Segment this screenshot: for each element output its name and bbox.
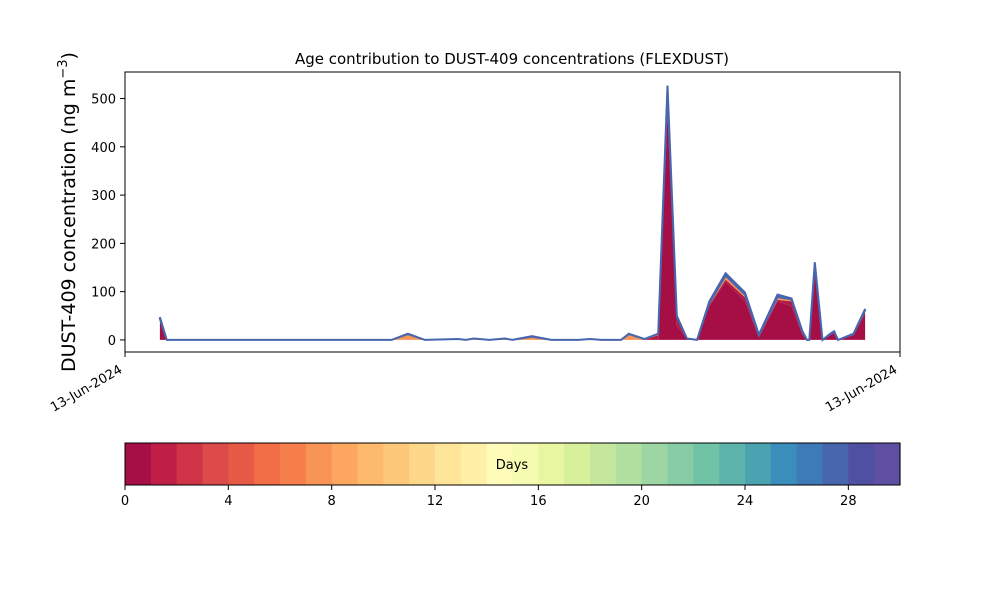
- y-tick-label-100: 100: [91, 286, 116, 301]
- colorbar-swatch-23: [719, 443, 746, 485]
- colorbar-swatch-16: [538, 443, 565, 485]
- colorbar-tick-label-12: 12: [427, 494, 444, 509]
- y-tick-label-300: 300: [91, 189, 116, 204]
- colorbar-swatch-7: [305, 443, 333, 485]
- colorbar-swatch-22: [693, 443, 720, 485]
- area-series-4: [158, 85, 867, 342]
- colorbar-swatch-19: [615, 443, 643, 485]
- colorbar-tick-label-8: 8: [328, 494, 336, 509]
- y-tick-label-0: 0: [108, 334, 116, 349]
- colorbar-swatch-25: [770, 443, 798, 485]
- colorbar-tick-label-28: 28: [840, 494, 857, 509]
- colorbar-label: Days: [496, 458, 529, 473]
- colorbar-swatch-4: [228, 443, 255, 485]
- colorbar-ticks: 0 4 8 12 16 20 24 28: [121, 485, 857, 509]
- colorbar-swatch-29: [874, 443, 901, 485]
- colorbar-swatch-13: [460, 443, 488, 485]
- chart-title: Age contribution to DUST-409 concentrati…: [295, 50, 729, 68]
- colorbar-swatch-15: [512, 443, 539, 485]
- colorbar-swatch-0: [125, 443, 152, 485]
- colorbar: [125, 443, 901, 485]
- colorbar-swatch-18: [590, 443, 617, 485]
- colorbar-swatch-28: [848, 443, 875, 485]
- area-series-1: [159, 113, 866, 340]
- colorbar-swatch-9: [357, 443, 384, 485]
- area-series-2: [159, 93, 866, 340]
- y-axis: 0 100 200 300 400 500: [91, 93, 125, 349]
- colorbar-swatch-27: [822, 443, 849, 485]
- y-tick-label-500: 500: [91, 93, 116, 108]
- colorbar-swatch-5: [254, 443, 281, 485]
- colorbar-tick-label-20: 20: [633, 494, 650, 509]
- colorbar-swatch-14: [486, 443, 514, 485]
- y-axis-label: DUST-409 concentration (ng m−3): [56, 52, 80, 372]
- colorbar-swatch-17: [564, 443, 591, 485]
- colorbar-swatch-10: [383, 443, 410, 485]
- colorbar-tick-label-0: 0: [121, 494, 129, 509]
- colorbar-swatch-11: [409, 443, 436, 485]
- colorbar-swatch-1: [150, 443, 178, 485]
- colorbar-swatch-6: [280, 443, 307, 485]
- colorbar-swatch-21: [667, 443, 694, 485]
- y-tick-label-400: 400: [91, 141, 116, 156]
- x-axis: 13-Jun-2024 13-Jun-2024: [48, 352, 901, 415]
- plot-frame: [124, 71, 901, 353]
- colorbar-tick-label-16: 16: [530, 494, 547, 509]
- y-tick-label-200: 200: [91, 237, 116, 252]
- area-series-3: [159, 91, 866, 340]
- colorbar-swatch-8: [331, 443, 359, 485]
- colorbar-swatch-24: [745, 443, 772, 485]
- plot-area: [158, 85, 867, 342]
- colorbar-frame: [124, 442, 901, 486]
- colorbar-swatch-26: [796, 443, 824, 485]
- colorbar-swatch-3: [202, 443, 229, 485]
- colorbar-swatch-12: [435, 443, 462, 485]
- colorbar-tick-label-24: 24: [737, 494, 754, 509]
- colorbar-swatch-2: [176, 443, 204, 485]
- x-tick-label-right: 13-Jun-2024: [823, 362, 900, 415]
- colorbar-swatch-20: [641, 443, 669, 485]
- colorbar-tick-label-4: 4: [224, 494, 232, 509]
